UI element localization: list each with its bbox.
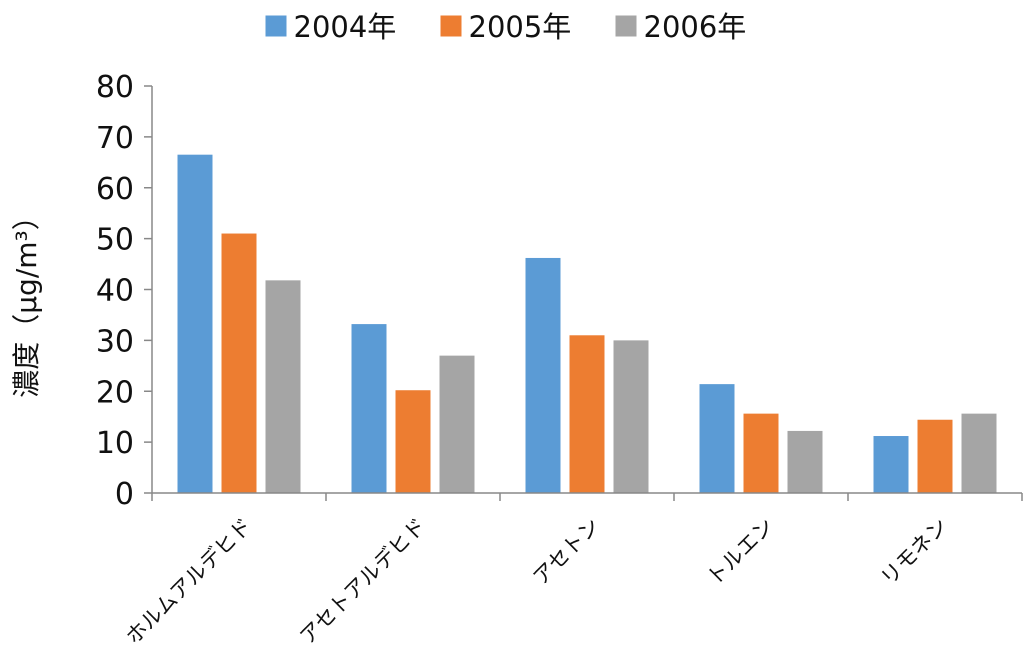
- y-tick-label: 0: [115, 477, 134, 512]
- bar: [613, 340, 649, 493]
- y-tick-label: 60: [96, 172, 134, 207]
- bar: [743, 413, 779, 493]
- x-tick-label: トルエン: [702, 514, 778, 590]
- bar: [569, 335, 605, 493]
- bar: [787, 430, 823, 493]
- legend-label: 2006年: [644, 10, 747, 44]
- legend-swatch: [440, 15, 462, 37]
- bar: [351, 324, 387, 493]
- bar: [221, 233, 257, 493]
- bar: [873, 436, 909, 493]
- y-axis-label: 濃度（μg/m³）: [10, 202, 43, 398]
- x-tick-label: リモネン: [876, 514, 952, 590]
- x-tick-label: ホルムアルデヒド: [121, 514, 256, 649]
- plot-area: [177, 154, 997, 493]
- y-tick-label: 50: [96, 223, 134, 258]
- x-tick-label: アセトン: [528, 514, 604, 590]
- bar: [395, 390, 431, 493]
- legend-swatch: [615, 15, 637, 37]
- legend-swatch: [265, 15, 287, 37]
- bar: [265, 280, 301, 493]
- y-tick-label: 20: [96, 375, 134, 410]
- bar: [917, 419, 953, 493]
- y-tick-label: 40: [96, 274, 134, 309]
- y-axis-label-group: 濃度（μg/m³）: [10, 202, 43, 398]
- legend-label: 2004年: [294, 10, 397, 44]
- x-tick-label: アセトアルデヒド: [295, 514, 430, 649]
- legend-label: 2005年: [469, 10, 572, 44]
- x-axis: ホルムアルデヒド アセトアルデヒド アセトン トルエン リモネン: [121, 492, 1023, 649]
- bar: [961, 413, 997, 493]
- bar: [699, 384, 735, 493]
- y-axis: 0 10 20 30 40 50 60 70 80: [96, 70, 153, 512]
- y-tick-label: 80: [96, 70, 134, 105]
- y-tick-label: 70: [96, 121, 134, 156]
- bar: [525, 257, 561, 493]
- legend: 2004年 2005年 2006年: [265, 10, 747, 44]
- y-tick-label: 10: [96, 426, 134, 461]
- bar: [177, 154, 213, 493]
- bar: [439, 355, 475, 493]
- y-tick-label: 30: [96, 324, 134, 359]
